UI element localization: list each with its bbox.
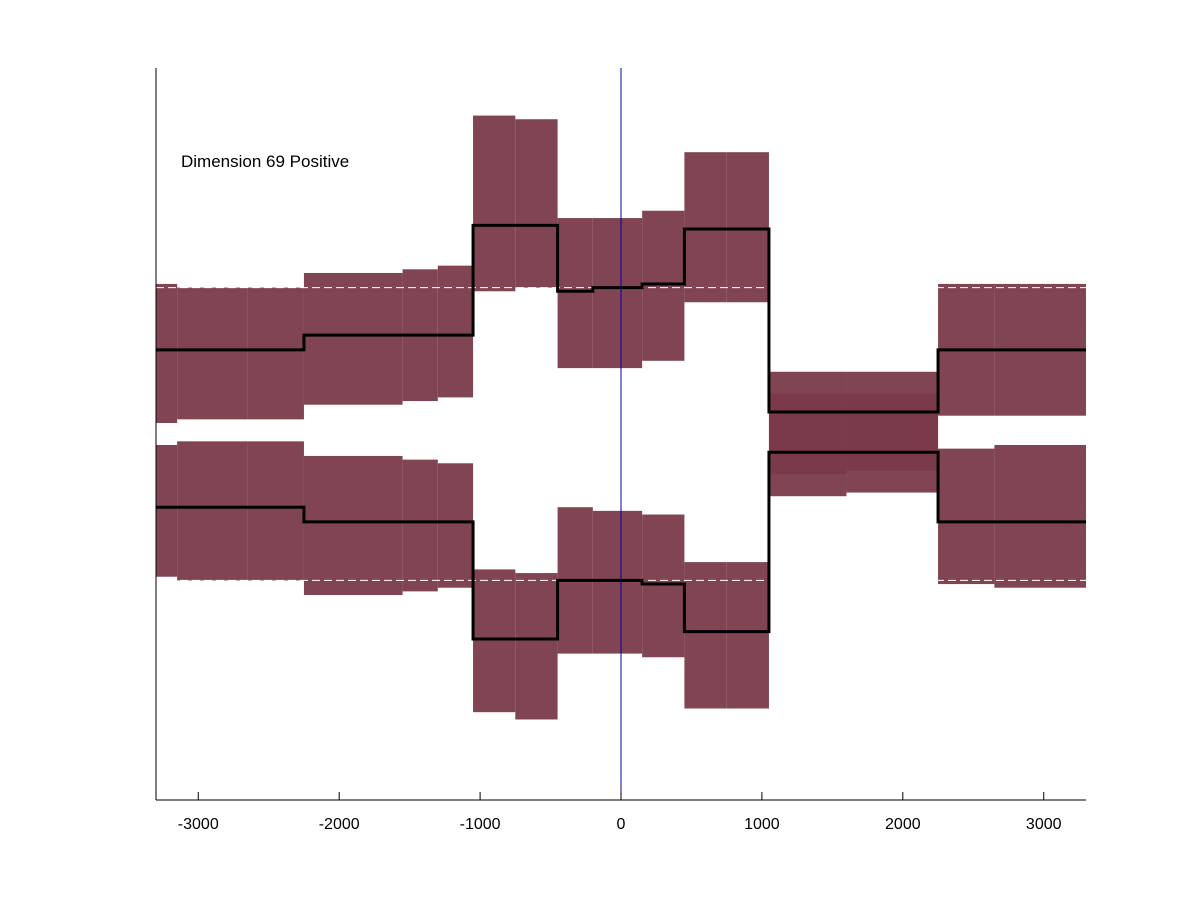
chart-annotation: Dimension 69 Positive <box>181 152 349 171</box>
band-segment-0-11 <box>684 152 727 303</box>
x-tick-label-6: 3000 <box>1026 816 1062 833</box>
band-segment-1-14 <box>846 393 939 493</box>
band-segment-1-12 <box>726 562 769 709</box>
mean-lines <box>156 223 1086 641</box>
band-segment-1-3 <box>303 455 403 596</box>
band-segment-0-2 <box>247 287 304 420</box>
band-segment-0-5 <box>437 265 474 398</box>
band-segment-1-5 <box>437 463 474 588</box>
band-segment-1-9 <box>592 510 643 654</box>
band-segment-1-11 <box>684 562 727 709</box>
band-segment-0-12 <box>726 152 769 303</box>
band-segment-1-10 <box>642 514 685 658</box>
x-tick-label-5: 2000 <box>885 816 921 833</box>
band-segment-1-4 <box>402 459 438 592</box>
band-segment-0-8 <box>557 218 593 369</box>
x-tick-label-1: -2000 <box>319 816 360 833</box>
x-tick-label-0: -3000 <box>178 816 219 833</box>
band-segment-0-6 <box>473 115 516 292</box>
x-tick-label-2: -1000 <box>460 816 501 833</box>
band-segment-1-0 <box>156 444 178 577</box>
band-segment-0-0 <box>156 283 178 424</box>
confidence-bands <box>156 115 1086 720</box>
x-tick-label-3: 0 <box>617 816 626 833</box>
band-segment-1-1 <box>177 441 248 581</box>
band-segment-1-6 <box>473 569 516 713</box>
reference-lines <box>156 287 1086 581</box>
x-ticks: -3000 -2000 -1000 0 1000 2000 3000 <box>178 792 1062 833</box>
band-segment-1-7 <box>515 573 558 720</box>
band-segment-1-2 <box>247 441 304 581</box>
band-segment-1-15 <box>938 448 995 585</box>
mean-line-1 <box>156 450 1086 641</box>
band-segment-0-7 <box>515 119 558 288</box>
band-segment-0-1 <box>177 287 248 420</box>
x-tick-label-4: 1000 <box>744 816 780 833</box>
band-segment-0-10 <box>642 210 685 361</box>
mean-line-0 <box>156 223 1086 414</box>
band-segment-0-9 <box>592 218 643 369</box>
band-segment-0-3 <box>303 272 403 405</box>
band-segment-1-13 <box>768 393 847 497</box>
band-segment-1-16 <box>994 444 1086 588</box>
